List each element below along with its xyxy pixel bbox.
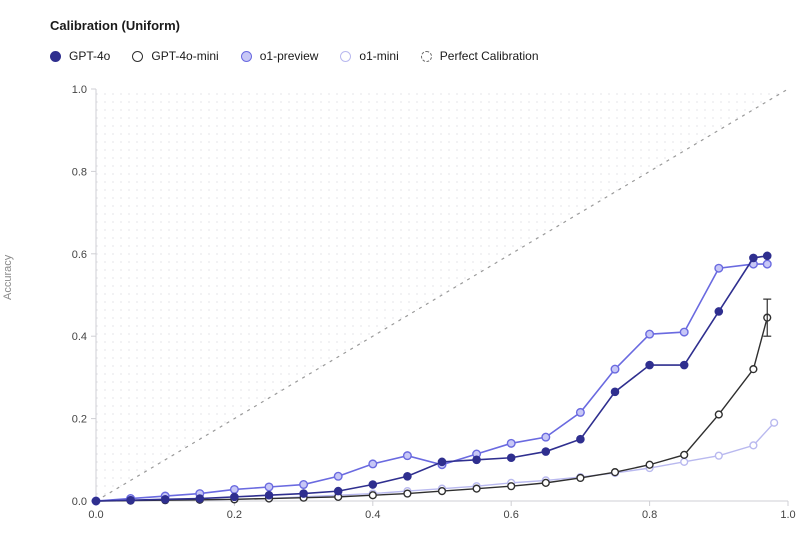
legend-item-perfect: Perfect Calibration	[421, 49, 539, 63]
series-marker-gpt4o	[715, 308, 722, 315]
legend-item-gpt4o: GPT-4o	[50, 49, 110, 63]
series-marker-gpt4o	[162, 496, 169, 503]
legend-swatch-perfect	[421, 51, 432, 62]
series-marker-gpt4o	[369, 481, 376, 488]
series-marker-gpt4o_mini	[715, 411, 722, 418]
series-marker-gpt4o_mini	[542, 479, 549, 486]
series-marker-gpt4o	[764, 252, 771, 259]
y-tick: 0.8	[72, 166, 87, 178]
series-marker-o1_preview	[300, 481, 308, 489]
legend-item-o1_preview: o1-preview	[241, 49, 319, 63]
y-axis-label: Accuracy	[2, 255, 14, 300]
legend-label-perfect: Perfect Calibration	[440, 49, 539, 63]
series-marker-gpt4o_mini	[473, 485, 480, 492]
series-marker-gpt4o	[473, 456, 480, 463]
series-marker-o1_preview	[763, 260, 771, 268]
series-marker-gpt4o_mini	[508, 483, 515, 490]
series-marker-gpt4o_mini	[369, 492, 376, 499]
legend-swatch-o1_mini	[340, 51, 351, 62]
series-marker-gpt4o	[646, 361, 653, 368]
series-marker-o1_preview	[265, 483, 273, 491]
series-marker-gpt4o	[127, 497, 134, 504]
series-marker-gpt4o_mini	[750, 366, 757, 373]
series-marker-gpt4o	[404, 473, 411, 480]
legend-swatch-o1_preview	[241, 51, 252, 62]
series-marker-o1_preview	[715, 264, 723, 272]
series-marker-gpt4o	[681, 361, 688, 368]
series-marker-o1_preview	[646, 330, 654, 338]
y-tick: 0.4	[72, 331, 87, 343]
series-marker-o1_preview	[680, 328, 688, 336]
series-marker-gpt4o_mini	[404, 490, 411, 497]
x-tick: 0.6	[504, 509, 519, 521]
y-tick: 0.0	[72, 496, 87, 508]
x-tick: 0.8	[642, 509, 657, 521]
y-tick: 0.2	[72, 414, 87, 426]
series-marker-gpt4o_mini	[646, 461, 653, 468]
legend-item-o1_mini: o1-mini	[340, 49, 398, 63]
legend-swatch-gpt4o	[50, 51, 61, 62]
y-tick: 1.0	[72, 85, 87, 96]
series-marker-gpt4o_mini	[577, 475, 584, 482]
series-marker-gpt4o	[300, 490, 307, 497]
legend-swatch-gpt4o_mini	[132, 51, 143, 62]
series-marker-o1_preview	[507, 440, 515, 448]
x-tick: 0.2	[227, 509, 242, 521]
series-marker-gpt4o	[611, 388, 618, 395]
series-marker-o1_preview	[611, 365, 619, 373]
series-marker-gpt4o	[335, 488, 342, 495]
calibration-chart-svg: 0.0 0.2 0.4 0.6 0.8 1.0 0.0 0.2 0.4 0.6 0.8 1.0	[72, 85, 796, 525]
series-marker-o1_mini	[771, 419, 778, 426]
legend-label-o1_preview: o1-preview	[260, 49, 319, 63]
series-marker-o1_preview	[369, 460, 377, 468]
series-marker-gpt4o_mini	[439, 488, 446, 495]
series-marker-gpt4o	[265, 492, 272, 499]
series-marker-gpt4o	[577, 436, 584, 443]
series-marker-gpt4o	[92, 497, 99, 504]
legend-label-gpt4o: GPT-4o	[69, 49, 110, 63]
series-marker-gpt4o	[231, 493, 238, 500]
series-marker-o1_preview	[577, 409, 585, 417]
series-marker-gpt4o	[508, 454, 515, 461]
series-marker-gpt4o	[542, 448, 549, 455]
x-tick: 0.0	[88, 509, 103, 521]
x-tick: 1.0	[780, 509, 795, 521]
series-marker-gpt4o	[438, 458, 445, 465]
series-marker-o1_preview	[231, 486, 239, 494]
series-marker-gpt4o_mini	[612, 469, 619, 476]
series-marker-gpt4o_mini	[681, 451, 688, 458]
x-tick: 0.4	[365, 509, 380, 521]
legend: GPT-4o GPT-4o-mini o1-preview o1-mini Perfec…	[50, 49, 786, 63]
chart-area: 0.00.20.40.60.81.00.00.20.40.60.81.0	[72, 85, 780, 515]
series-marker-gpt4o	[196, 495, 203, 502]
series-marker-o1_preview	[404, 452, 412, 460]
series-marker-o1_preview	[334, 472, 342, 480]
series-marker-gpt4o	[750, 254, 757, 261]
chart-title: Calibration (Uniform)	[50, 18, 786, 33]
legend-label-gpt4o_mini: GPT-4o-mini	[151, 49, 218, 63]
legend-label-o1_mini: o1-mini	[359, 49, 398, 63]
series-marker-o1_mini	[715, 452, 722, 459]
y-tick: 0.6	[72, 249, 87, 261]
series-marker-o1_mini	[750, 442, 757, 449]
legend-item-gpt4o_mini: GPT-4o-mini	[132, 49, 218, 63]
series-marker-o1_mini	[681, 458, 688, 465]
series-marker-o1_preview	[542, 433, 550, 441]
